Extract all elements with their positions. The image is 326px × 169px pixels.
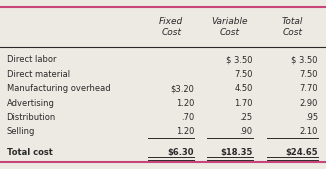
Text: .90: .90 [240,127,253,136]
Text: Direct labor: Direct labor [7,55,56,65]
Text: Distribution: Distribution [7,113,56,122]
Text: $24.65: $24.65 [285,148,318,158]
Text: 7.70: 7.70 [299,84,318,93]
Text: $6.30: $6.30 [168,148,194,158]
Text: $ 3.50: $ 3.50 [291,55,318,65]
Text: 7.50: 7.50 [234,70,253,79]
Text: .95: .95 [305,113,318,122]
Text: $ 3.50: $ 3.50 [226,55,253,65]
Text: Selling: Selling [7,127,35,136]
Text: $3.20: $3.20 [170,84,194,93]
Text: .25: .25 [240,113,253,122]
Text: Variable
Cost: Variable Cost [212,17,248,37]
Text: 1.20: 1.20 [176,127,194,136]
Text: .70: .70 [181,113,194,122]
Text: 2.90: 2.90 [300,99,318,108]
Text: Total cost: Total cost [7,148,52,158]
Text: 7.50: 7.50 [299,70,318,79]
Text: 4.50: 4.50 [234,84,253,93]
Text: Fixed
Cost: Fixed Cost [159,17,183,37]
Text: $18.35: $18.35 [220,148,253,158]
Text: 1.20: 1.20 [176,99,194,108]
Text: Total
Cost: Total Cost [282,17,303,37]
Text: 2.10: 2.10 [300,127,318,136]
Text: 1.70: 1.70 [234,99,253,108]
Text: Direct material: Direct material [7,70,70,79]
Text: Manufacturing overhead: Manufacturing overhead [7,84,110,93]
Text: Advertising: Advertising [7,99,54,108]
